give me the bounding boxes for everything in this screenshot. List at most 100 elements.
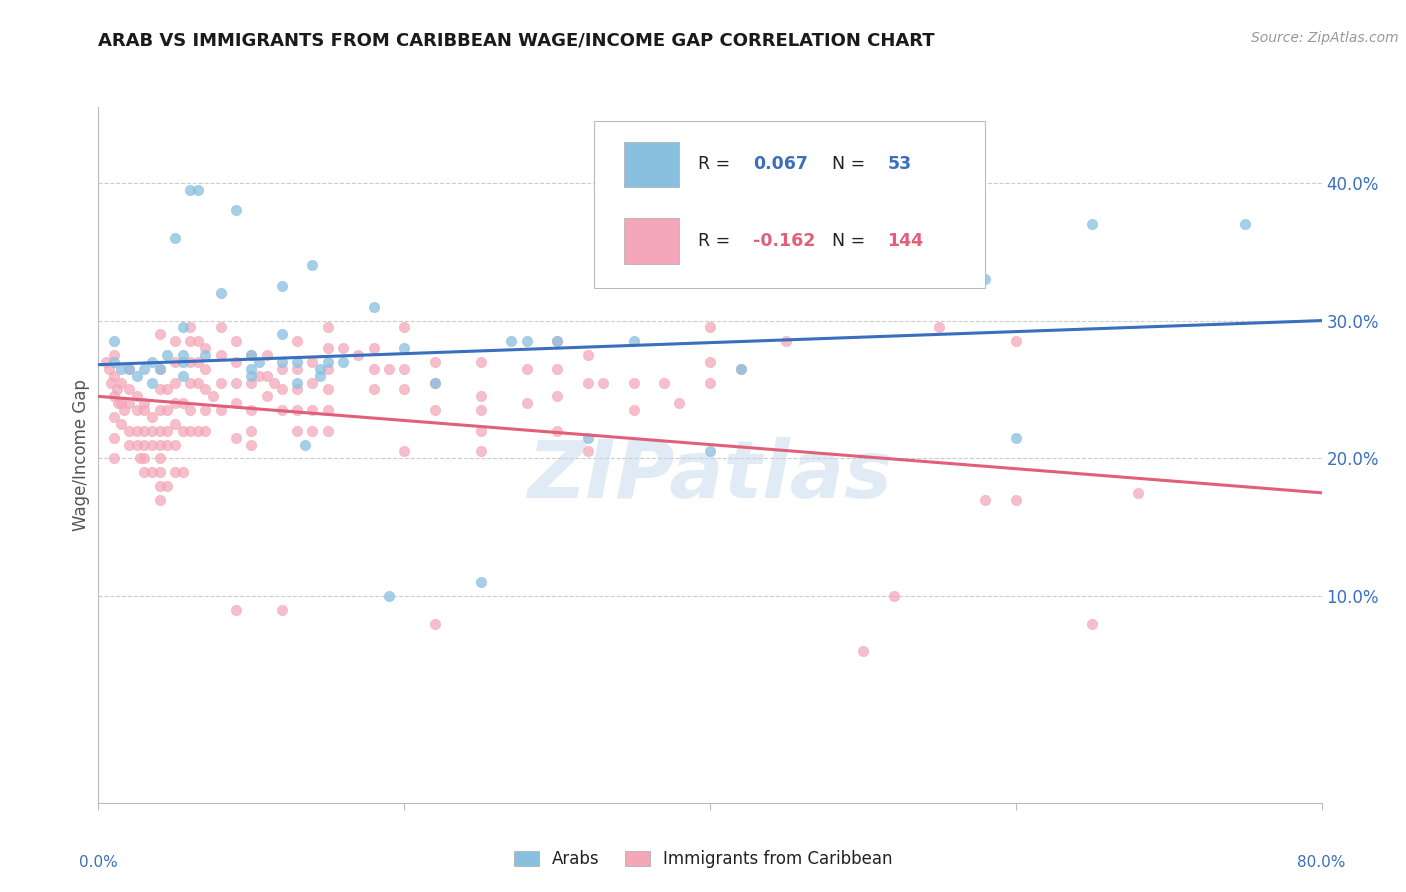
Point xyxy=(125,437,148,451)
Point xyxy=(270,361,292,376)
Point xyxy=(240,376,263,390)
Point xyxy=(187,376,209,390)
Point xyxy=(247,355,270,369)
Point xyxy=(179,334,201,349)
Point xyxy=(179,424,201,438)
Point xyxy=(172,320,194,334)
Point xyxy=(172,355,194,369)
Point xyxy=(134,403,156,417)
Point xyxy=(392,320,416,334)
Point xyxy=(187,334,209,349)
Point xyxy=(156,437,179,451)
Point xyxy=(1004,334,1026,349)
Text: Source: ZipAtlas.com: Source: ZipAtlas.com xyxy=(1251,31,1399,45)
Point xyxy=(149,437,172,451)
Point xyxy=(94,355,117,369)
Point xyxy=(1081,217,1104,231)
Point xyxy=(225,355,247,369)
Point xyxy=(363,383,385,397)
Point xyxy=(225,396,247,410)
Point xyxy=(263,376,285,390)
Point xyxy=(470,444,492,458)
Point xyxy=(392,383,416,397)
Point xyxy=(156,348,179,362)
Point xyxy=(172,424,194,438)
Point xyxy=(240,368,263,383)
Point xyxy=(225,376,247,390)
Point xyxy=(363,300,385,314)
Text: 0.0%: 0.0% xyxy=(79,855,118,870)
Point xyxy=(423,355,446,369)
Point xyxy=(852,644,875,658)
Point xyxy=(332,341,354,355)
Point xyxy=(852,211,875,225)
Point xyxy=(546,361,568,376)
Point xyxy=(156,403,179,417)
Point xyxy=(141,410,163,425)
Point xyxy=(623,376,645,390)
Point xyxy=(301,355,323,369)
Point xyxy=(225,203,247,218)
Point xyxy=(149,492,172,507)
Point xyxy=(163,376,186,390)
Point xyxy=(134,396,156,410)
Point xyxy=(270,403,292,417)
Point xyxy=(285,403,308,417)
Point xyxy=(285,424,308,438)
Point xyxy=(179,355,201,369)
Point xyxy=(546,334,568,349)
Point xyxy=(775,334,797,349)
Point xyxy=(699,355,721,369)
Point xyxy=(187,355,209,369)
Text: ZIPatlas: ZIPatlas xyxy=(527,437,893,515)
Point xyxy=(316,341,339,355)
Point xyxy=(100,376,122,390)
Point xyxy=(316,383,339,397)
Point xyxy=(118,424,141,438)
Point xyxy=(294,437,316,451)
Point xyxy=(134,437,156,451)
Text: 53: 53 xyxy=(887,155,911,173)
Point xyxy=(179,376,201,390)
Point xyxy=(110,396,132,410)
Point xyxy=(285,355,308,369)
Point xyxy=(1234,217,1257,231)
Point xyxy=(363,341,385,355)
Point xyxy=(110,361,132,376)
Point xyxy=(470,403,492,417)
Point xyxy=(194,361,217,376)
Point xyxy=(883,589,905,603)
Point xyxy=(225,431,247,445)
Point xyxy=(423,403,446,417)
Point xyxy=(98,361,121,376)
Point xyxy=(270,383,292,397)
Point xyxy=(141,424,163,438)
Point xyxy=(134,465,156,479)
Text: 144: 144 xyxy=(887,232,924,250)
Text: R =: R = xyxy=(697,155,735,173)
Point xyxy=(163,465,186,479)
Point xyxy=(163,396,186,410)
Point xyxy=(316,320,339,334)
Point xyxy=(256,348,278,362)
Point xyxy=(209,286,232,301)
Point xyxy=(209,403,232,417)
Point xyxy=(470,575,492,590)
Point xyxy=(576,376,599,390)
Legend: Arabs, Immigrants from Caribbean: Arabs, Immigrants from Caribbean xyxy=(508,844,898,875)
Point xyxy=(125,424,148,438)
Point xyxy=(125,389,148,403)
Point xyxy=(103,334,125,349)
Point xyxy=(974,492,997,507)
Point xyxy=(301,259,323,273)
Point xyxy=(546,424,568,438)
Point xyxy=(172,396,194,410)
Point xyxy=(118,383,141,397)
Point xyxy=(623,334,645,349)
Point xyxy=(301,376,323,390)
Text: 0.067: 0.067 xyxy=(752,155,807,173)
Point xyxy=(112,403,135,417)
Point xyxy=(110,417,132,431)
Point xyxy=(134,361,156,376)
Point xyxy=(240,348,263,362)
